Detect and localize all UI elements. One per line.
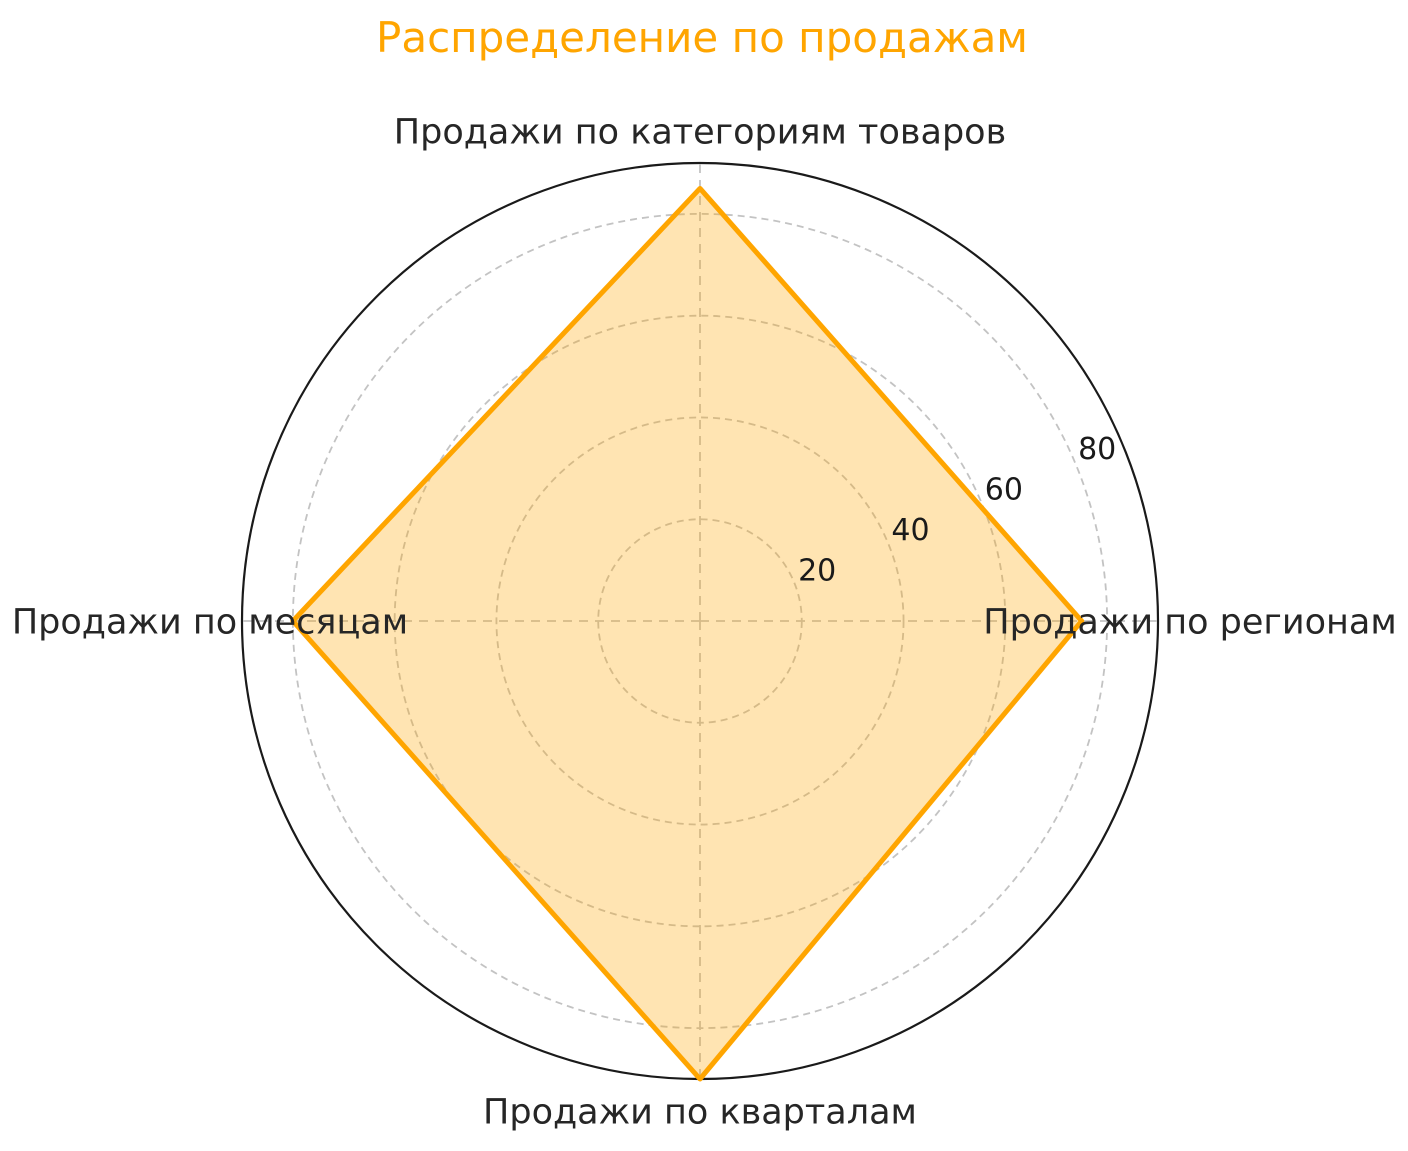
chart-title: Распределение по продажам	[376, 13, 1028, 62]
category-label: Продажи по месяцам	[12, 602, 408, 642]
r-gridline	[495, 416, 905, 826]
labels-layer: 20 40 60 80 Продажи по категориям товаров Про…	[12, 112, 1397, 1132]
r-tick-label: 20	[798, 554, 836, 589]
r-tick-label: 60	[985, 472, 1023, 507]
category-label: Продажи по регионам	[983, 602, 1396, 642]
category-label: Продажи по категориям товаров	[394, 112, 1006, 152]
series-polygon	[290, 185, 1085, 1082]
category-label: Продажи по кварталам	[483, 1092, 917, 1132]
series-layer	[290, 185, 1085, 1082]
r-tick-label: 80	[1078, 432, 1116, 467]
r-tick-label: 40	[891, 513, 929, 548]
